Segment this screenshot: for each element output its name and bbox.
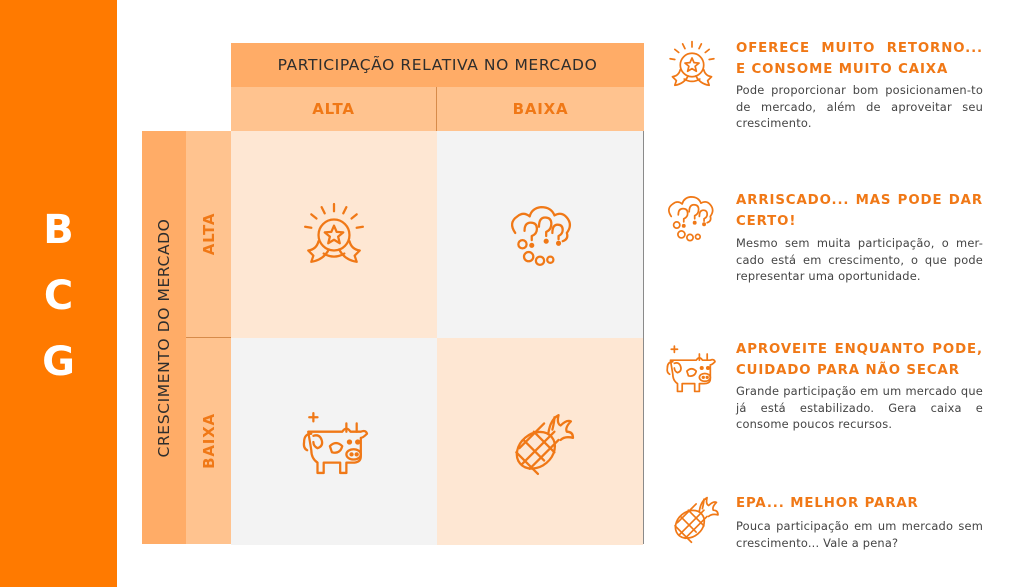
question-cloud-icon [507,202,573,268]
quadrant-star [231,131,437,338]
desc-star-badge-icon [667,40,717,90]
desc-text-question: Mesmo sem muita participação, o mer-cado… [736,236,983,283]
matrix-right-border [643,131,644,544]
desc-title-star: OFERECE MUITO RETORNO... E CONSOME MUITO… [736,41,983,77]
side-bar [0,0,117,587]
quadrant-question [437,131,643,338]
side-letter-b: B [43,207,74,253]
star-badge-icon [301,202,367,268]
quadrant-cow [231,338,437,545]
side-letter-c: C [43,273,74,319]
column-divider [436,87,437,131]
row-divider [186,337,231,338]
row-header-label: CRESCIMENTO DO MERCADO [155,218,173,457]
column-label-alta: ALTA [231,87,436,131]
desc-question-cloud-icon [665,193,715,243]
row-label-alta: ALTA [199,212,218,256]
desc-title-question: ARRISCADO... MAS PODE DAR CERTO! [736,193,983,229]
row-label-baixa-cell: BAIXA [186,338,231,544]
desc-title-pineapple: EPA... MELHOR PARAR [736,496,919,511]
row-header: CRESCIMENTO DO MERCADO [142,131,186,544]
row-label-alta-cell: ALTA [186,131,231,337]
pineapple-icon [507,409,575,477]
row-label-baixa: BAIXA [199,413,218,469]
desc-title-cow: APROVEITE ENQUANTO PODE, CUIDADO PARA NÃ… [736,342,983,378]
desc-text-pineapple: Pouca participação em um mercado sem cre… [736,519,983,550]
column-label-baixa: BAIXA [437,87,644,131]
desc-cow-icon [665,343,716,393]
desc-pineapple-icon [668,493,719,545]
column-header: PARTICIPAÇÃO RELATIVA NO MERCADO [231,43,644,87]
quadrant-pineapple [437,338,643,545]
desc-text-star: Pode proporcionar bom posicionamen-to de… [736,83,983,130]
desc-text-cow: Grande participação em um mercado que já… [736,384,983,431]
side-letter-g: G [42,339,75,385]
cow-icon [301,409,369,475]
